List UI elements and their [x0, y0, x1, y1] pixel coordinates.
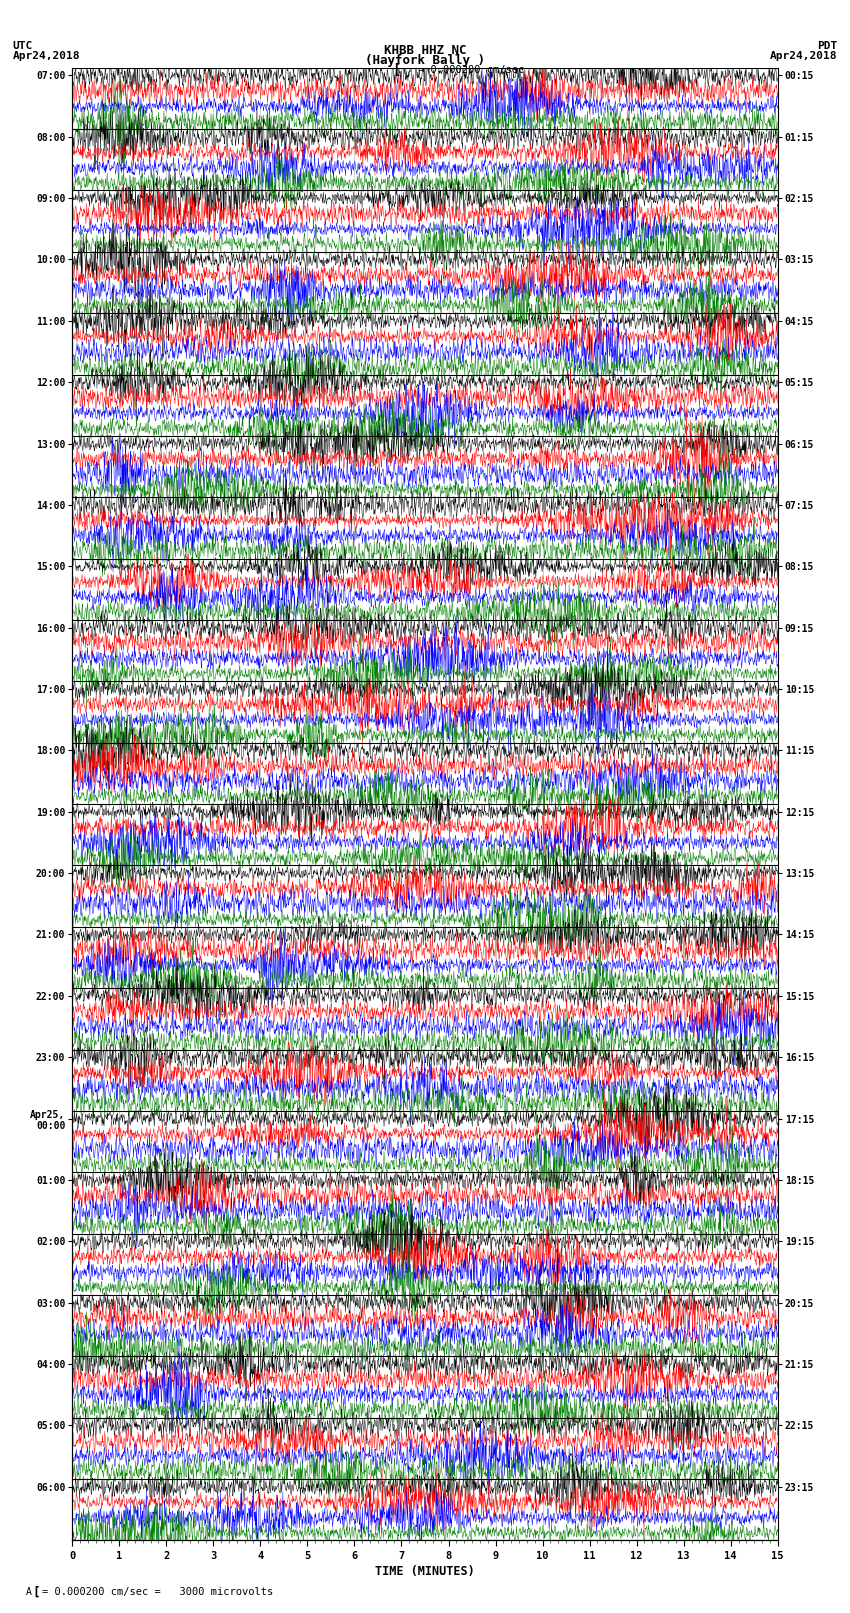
- Text: Apr24,2018: Apr24,2018: [13, 52, 80, 61]
- Text: = 0.000200 cm/sec: = 0.000200 cm/sec: [418, 65, 524, 74]
- Text: = 0.000200 cm/sec =   3000 microvolts: = 0.000200 cm/sec = 3000 microvolts: [42, 1587, 274, 1597]
- X-axis label: TIME (MINUTES): TIME (MINUTES): [375, 1565, 475, 1578]
- Text: KHBB HHZ NC: KHBB HHZ NC: [383, 44, 467, 58]
- Text: A: A: [26, 1587, 31, 1597]
- Text: (Hayfork Bally ): (Hayfork Bally ): [365, 53, 485, 68]
- Text: Apr24,2018: Apr24,2018: [770, 52, 837, 61]
- Text: UTC: UTC: [13, 40, 33, 52]
- Text: [: [: [392, 63, 400, 77]
- Text: PDT: PDT: [817, 40, 837, 52]
- Text: [: [: [32, 1586, 40, 1598]
